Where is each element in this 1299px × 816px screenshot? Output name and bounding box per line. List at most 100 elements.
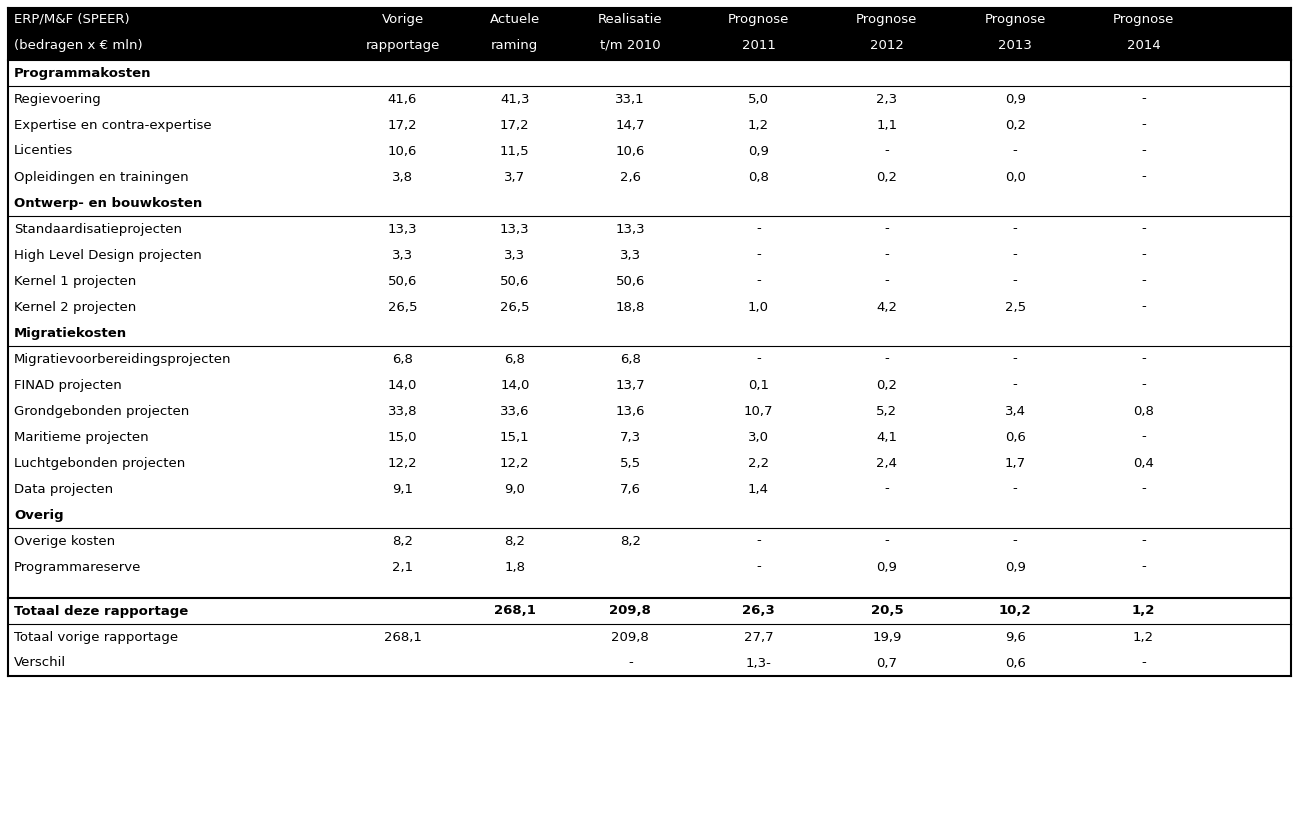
Text: 268,1: 268,1 (494, 605, 535, 618)
Text: Realisatie: Realisatie (598, 13, 662, 26)
Text: -: - (1013, 249, 1017, 261)
Text: 0,6: 0,6 (1004, 657, 1026, 669)
Text: Migratievoorbereidingsprojecten: Migratievoorbereidingsprojecten (14, 353, 231, 366)
Text: Grondgebonden projecten: Grondgebonden projecten (14, 405, 190, 418)
Text: Actuele: Actuele (490, 13, 540, 26)
Text: Overig: Overig (14, 508, 64, 521)
Text: 2,5: 2,5 (1004, 300, 1026, 313)
Text: 33,1: 33,1 (616, 92, 646, 105)
Text: Prognose: Prognose (727, 13, 790, 26)
Text: Kernel 1 projecten: Kernel 1 projecten (14, 274, 136, 287)
Text: -: - (756, 534, 761, 548)
Text: 2,1: 2,1 (392, 561, 413, 574)
Text: 10,2: 10,2 (999, 605, 1031, 618)
Text: 1,3-: 1,3- (746, 657, 772, 669)
Text: 50,6: 50,6 (616, 274, 644, 287)
Text: 1,0: 1,0 (748, 300, 769, 313)
Text: 2012: 2012 (870, 39, 904, 52)
Text: 6,8: 6,8 (620, 353, 640, 366)
Text: -: - (1141, 431, 1146, 444)
Text: 0,6: 0,6 (1004, 431, 1026, 444)
Text: 12,2: 12,2 (387, 456, 417, 469)
Text: 17,2: 17,2 (387, 118, 417, 131)
Text: Vorige: Vorige (382, 13, 423, 26)
Text: 0,2: 0,2 (877, 171, 898, 184)
Text: 1,1: 1,1 (877, 118, 898, 131)
Text: -: - (627, 657, 633, 669)
Text: 1,8: 1,8 (504, 561, 525, 574)
Text: -: - (1141, 144, 1146, 157)
Text: 33,6: 33,6 (500, 405, 530, 418)
Text: Totaal vorige rapportage: Totaal vorige rapportage (14, 631, 178, 644)
Text: -: - (1013, 534, 1017, 548)
Text: 11,5: 11,5 (500, 144, 530, 157)
Text: -: - (756, 274, 761, 287)
Text: 26,5: 26,5 (388, 300, 417, 313)
Text: t/m 2010: t/m 2010 (600, 39, 661, 52)
Text: 7,6: 7,6 (620, 482, 640, 495)
Text: 3,3: 3,3 (620, 249, 640, 261)
Text: -: - (1013, 482, 1017, 495)
Text: High Level Design projecten: High Level Design projecten (14, 249, 201, 261)
Text: 27,7: 27,7 (744, 631, 773, 644)
Text: -: - (1141, 353, 1146, 366)
Text: 26,3: 26,3 (742, 605, 776, 618)
Text: -: - (1141, 274, 1146, 287)
Text: 4,1: 4,1 (877, 431, 898, 444)
Text: 50,6: 50,6 (388, 274, 417, 287)
Text: -: - (756, 223, 761, 236)
Text: 0,4: 0,4 (1133, 456, 1154, 469)
Text: 17,2: 17,2 (500, 118, 530, 131)
Text: 5,0: 5,0 (748, 92, 769, 105)
Text: -: - (885, 274, 890, 287)
Text: -: - (1141, 171, 1146, 184)
Text: -: - (1141, 249, 1146, 261)
Text: Overige kosten: Overige kosten (14, 534, 116, 548)
Text: Programmakosten: Programmakosten (14, 66, 152, 79)
Text: -: - (1141, 561, 1146, 574)
Text: 3,4: 3,4 (1004, 405, 1026, 418)
Text: -: - (1141, 482, 1146, 495)
Text: 3,8: 3,8 (392, 171, 413, 184)
Text: 13,3: 13,3 (387, 223, 417, 236)
Text: 0,0: 0,0 (1004, 171, 1026, 184)
Text: -: - (1013, 144, 1017, 157)
Text: rapportage: rapportage (365, 39, 439, 52)
Text: 10,7: 10,7 (744, 405, 773, 418)
Text: 14,7: 14,7 (616, 118, 646, 131)
Text: 12,2: 12,2 (500, 456, 530, 469)
Text: Totaal deze rapportage: Totaal deze rapportage (14, 605, 188, 618)
Text: 2011: 2011 (742, 39, 776, 52)
Text: 1,4: 1,4 (748, 482, 769, 495)
Text: 2,6: 2,6 (620, 171, 640, 184)
Text: Prognose: Prognose (985, 13, 1046, 26)
Text: FINAD projecten: FINAD projecten (14, 379, 122, 392)
Text: 3,3: 3,3 (504, 249, 525, 261)
Text: -: - (1141, 300, 1146, 313)
Text: 41,6: 41,6 (388, 92, 417, 105)
Text: 33,8: 33,8 (388, 405, 417, 418)
Text: 19,9: 19,9 (872, 631, 902, 644)
Text: 8,2: 8,2 (392, 534, 413, 548)
Text: (bedragen x € mln): (bedragen x € mln) (14, 39, 143, 52)
Text: 0,8: 0,8 (748, 171, 769, 184)
Text: Data projecten: Data projecten (14, 482, 113, 495)
Text: 10,6: 10,6 (616, 144, 644, 157)
Text: raming: raming (491, 39, 538, 52)
Text: 0,9: 0,9 (877, 561, 898, 574)
Text: 1,2: 1,2 (1131, 605, 1155, 618)
Text: Maritieme projecten: Maritieme projecten (14, 431, 148, 444)
Text: 2,2: 2,2 (748, 456, 769, 469)
Text: -: - (1141, 92, 1146, 105)
Text: 9,6: 9,6 (1004, 631, 1026, 644)
Text: 6,8: 6,8 (392, 353, 413, 366)
Text: 0,7: 0,7 (877, 657, 898, 669)
Text: -: - (885, 249, 890, 261)
Text: -: - (885, 353, 890, 366)
Text: 0,1: 0,1 (748, 379, 769, 392)
Text: Licenties: Licenties (14, 144, 73, 157)
Text: Verschil: Verschil (14, 657, 66, 669)
Text: ERP/M&F (SPEER): ERP/M&F (SPEER) (14, 13, 130, 26)
Text: 41,3: 41,3 (500, 92, 530, 105)
Text: 14,0: 14,0 (388, 379, 417, 392)
